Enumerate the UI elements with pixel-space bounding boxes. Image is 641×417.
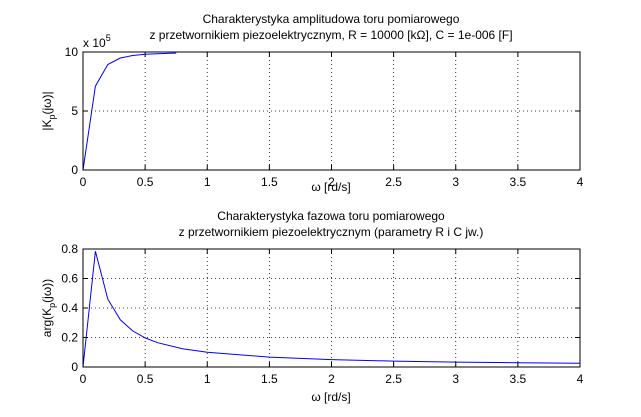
amplitude-tick-labels: 0 0.5 1 1.5 2 2.5 3 3.5 4 0 5 10 <box>65 45 584 189</box>
amplitude-y-tick-label: 5 <box>71 104 78 118</box>
phase-x-tick-label: 4 <box>577 372 584 386</box>
svg-text:x 105: x 105 <box>83 33 111 50</box>
amplitude-x-tick-label: 1 <box>204 175 211 189</box>
svg-text:arg(Kp(jω)): arg(Kp(jω)) <box>40 279 57 337</box>
amplitude-title-line2: z przetwornikiem piezoelektrycznym, R = … <box>149 28 512 42</box>
phase-y-tick-label: 0.6 <box>61 272 78 286</box>
amplitude-x-tick-label: 3.5 <box>510 175 527 189</box>
phase-x-tick-label: 0 <box>80 372 87 386</box>
phase-plot: Charakterystyka fazowa toru pomiarowego … <box>40 209 584 404</box>
svg-text:|Kp(jω)|: |Kp(jω)| <box>40 91 57 130</box>
phase-x-tick-label: 2 <box>328 372 335 386</box>
amplitude-x-tick-label: 2 <box>328 175 335 189</box>
amplitude-y-tick-label: 10 <box>65 45 79 59</box>
phase-y-tick-label: 0.2 <box>61 331 78 345</box>
amplitude-x-tick-label: 0 <box>80 175 87 189</box>
phase-tick-labels: 0 0.5 1 1.5 2 2.5 3 3.5 4 0 0.2 0.4 0.6 0.8 <box>61 242 583 386</box>
amplitude-axes-frame <box>82 51 581 171</box>
phase-series <box>82 251 581 368</box>
amplitude-plot: Charakterystyka amplitudowa toru pomiaro… <box>40 12 584 194</box>
multiplier-base: x 10 <box>83 36 106 50</box>
phase-x-label: ω [rd/s] <box>311 390 350 404</box>
phase-x-tick-label: 1 <box>204 372 211 386</box>
amplitude-series <box>82 52 177 171</box>
phase-y-tick-label: 0.4 <box>61 301 78 315</box>
phase-x-tick-label: 3 <box>452 372 459 386</box>
phase-title-line2: z przetwornikiem piezoelektrycznym (para… <box>179 225 484 239</box>
phase-axes-frame <box>82 248 581 368</box>
amplitude-series-line <box>82 52 177 171</box>
phase-x-tick-label: 2.5 <box>385 372 402 386</box>
amplitude-y-tick-label: 0 <box>71 163 78 177</box>
amplitude-x-tick-label: 3 <box>452 175 459 189</box>
phase-series-line <box>82 251 581 368</box>
amplitude-x-tick-label: 2.5 <box>385 175 402 189</box>
amplitude-title-line1: Charakterystyka amplitudowa toru pomiaro… <box>203 12 460 26</box>
phase-y-label: arg(Kp(jω)) <box>40 279 57 337</box>
phase-y-tick-label: 0 <box>71 360 78 374</box>
amplitude-x-tick-label: 1.5 <box>261 175 278 189</box>
amplitude-x-tick-label: 4 <box>577 175 584 189</box>
amplitude-x-label: ω [rd/s] <box>311 180 350 194</box>
phase-y-tick-label: 0.8 <box>61 242 78 256</box>
multiplier-exponent: 5 <box>106 33 111 43</box>
phase-title-line1: Charakterystyka fazowa toru pomiarowego <box>217 209 445 223</box>
amplitude-x-tick-label: 0.5 <box>137 175 154 189</box>
phase-x-tick-label: 0.5 <box>137 372 154 386</box>
amplitude-y-label: |Kp(jω)| <box>40 91 57 130</box>
amplitude-y-multiplier: x 105 <box>83 33 111 50</box>
phase-x-tick-label: 1.5 <box>261 372 278 386</box>
phase-x-tick-label: 3.5 <box>510 372 527 386</box>
